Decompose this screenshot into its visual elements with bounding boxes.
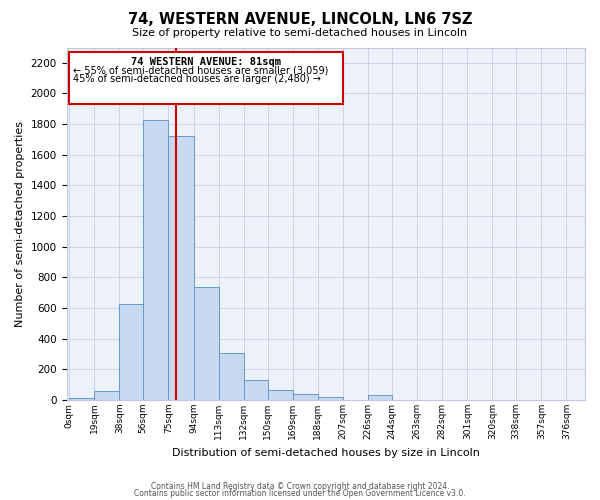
Bar [244,380,268,400]
Bar [119,304,143,400]
Text: 45% of semi-detached houses are larger (2,480) →: 45% of semi-detached houses are larger (… [73,74,321,85]
Bar [94,391,119,400]
Bar [194,286,218,400]
Text: Size of property relative to semi-detached houses in Lincoln: Size of property relative to semi-detach… [133,28,467,38]
Text: Contains HM Land Registry data © Crown copyright and database right 2024.: Contains HM Land Registry data © Crown c… [151,482,449,491]
Y-axis label: Number of semi-detached properties: Number of semi-detached properties [15,121,25,327]
Text: 74 WESTERN AVENUE: 81sqm: 74 WESTERN AVENUE: 81sqm [131,56,281,66]
FancyBboxPatch shape [69,52,343,104]
Text: ← 55% of semi-detached houses are smaller (3,059): ← 55% of semi-detached houses are smalle… [73,65,329,75]
Bar [318,397,343,400]
Bar [293,394,318,400]
Bar [69,398,94,400]
Bar [268,390,293,400]
Bar [218,354,244,400]
Text: 74, WESTERN AVENUE, LINCOLN, LN6 7SZ: 74, WESTERN AVENUE, LINCOLN, LN6 7SZ [128,12,472,28]
X-axis label: Distribution of semi-detached houses by size in Lincoln: Distribution of semi-detached houses by … [172,448,480,458]
Text: Contains public sector information licensed under the Open Government Licence v3: Contains public sector information licen… [134,489,466,498]
Bar [368,394,392,400]
Bar [143,120,169,400]
Bar [169,136,194,400]
